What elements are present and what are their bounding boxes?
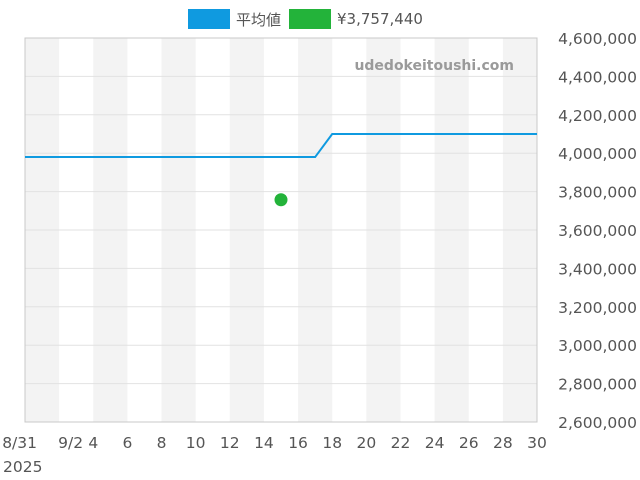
legend-label-price: ¥3,757,440	[337, 10, 423, 28]
y-tick-label: 2,600,000	[558, 414, 637, 432]
x-tick-label: 8	[157, 434, 167, 452]
y-tick-label: 3,200,000	[558, 299, 637, 317]
y-tick-label: 4,000,000	[558, 145, 637, 163]
x-tick-label: 6	[122, 434, 132, 452]
y-tick-label: 3,600,000	[558, 222, 637, 240]
x-year-label: 2025	[3, 458, 42, 476]
x-tick-label: 28	[493, 434, 513, 452]
legend-swatch-price	[289, 9, 332, 29]
x-tick-label: 24	[425, 434, 445, 452]
x-tick-label: 14	[254, 434, 274, 452]
x-tick-label: 18	[322, 434, 342, 452]
x-tick-label: 10	[186, 434, 206, 452]
x-tick-label: 20	[356, 434, 376, 452]
y-tick-label: 4,600,000	[558, 30, 637, 48]
series-layer	[25, 133, 537, 207]
series-line-average	[25, 133, 537, 159]
x-tick-label: 30	[527, 434, 547, 452]
x-tick-label: 16	[288, 434, 308, 452]
y-tick-label: 3,000,000	[558, 337, 637, 355]
x-tick-label: 22	[391, 434, 411, 452]
legend-label-average: 平均値	[236, 10, 282, 29]
y-tick-label: 3,400,000	[558, 260, 637, 278]
data-point-price	[274, 193, 288, 207]
y-tick-label: 2,800,000	[558, 376, 637, 394]
legend-swatch-average	[188, 9, 230, 29]
x-tick-label: 26	[459, 434, 479, 452]
x-tick-label: 9/2	[58, 434, 83, 452]
legend: 平均値 ¥3,757,440	[188, 8, 431, 30]
plot-border	[24, 37, 538, 423]
x-tick-label: 12	[220, 434, 240, 452]
y-axis-ticks: 2,600,000 2,800,000 3,000,000 3,200,000 3,40…	[558, 30, 637, 432]
y-tick-label: 4,200,000	[558, 107, 637, 125]
x-tick-label: 4	[88, 434, 98, 452]
watermark: udedokeitoushi.com	[354, 58, 514, 74]
x-tick-label: 8/31	[2, 434, 37, 452]
y-tick-label: 3,800,000	[558, 184, 637, 202]
x-axis-ticks: 8/31 9/2 4 6 8 10 12 14 16 18 20 22 24 26 28 30	[2, 434, 547, 452]
y-tick-label: 4,400,000	[558, 68, 637, 86]
